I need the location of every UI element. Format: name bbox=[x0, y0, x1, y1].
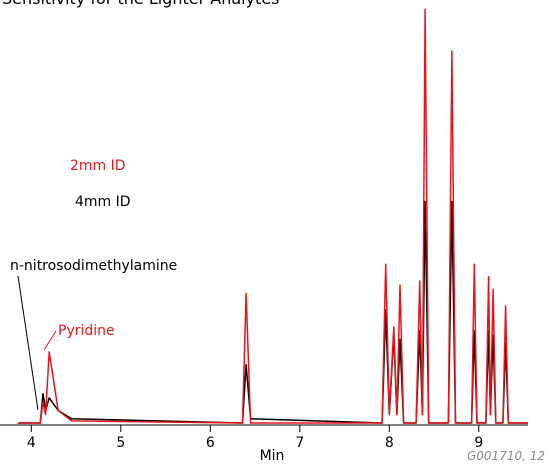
x-tick-label: 6 bbox=[206, 435, 215, 451]
annotation-pointer bbox=[43, 330, 57, 351]
x-tick-label: 8 bbox=[385, 435, 394, 451]
x-tick-label: 7 bbox=[295, 435, 304, 451]
annotation-pointer bbox=[17, 275, 39, 411]
series-line bbox=[17, 8, 528, 424]
annotation: n-nitrosodimethylamine bbox=[10, 258, 177, 274]
x-axis-label: Min bbox=[260, 448, 285, 464]
footnote: G001710, 12 bbox=[467, 449, 545, 463]
legend-label: 2mm ID bbox=[70, 158, 126, 174]
series-line bbox=[17, 200, 528, 424]
annotation: Pyridine bbox=[58, 323, 115, 339]
legend-label: 4mm ID bbox=[75, 194, 131, 210]
x-tick-label: 4 bbox=[27, 435, 36, 451]
x-tick-label: 5 bbox=[116, 435, 125, 451]
chart-title: Sensitivity for the Lighter Analytes bbox=[2, 0, 280, 8]
x-tick-label: 9 bbox=[474, 435, 483, 451]
